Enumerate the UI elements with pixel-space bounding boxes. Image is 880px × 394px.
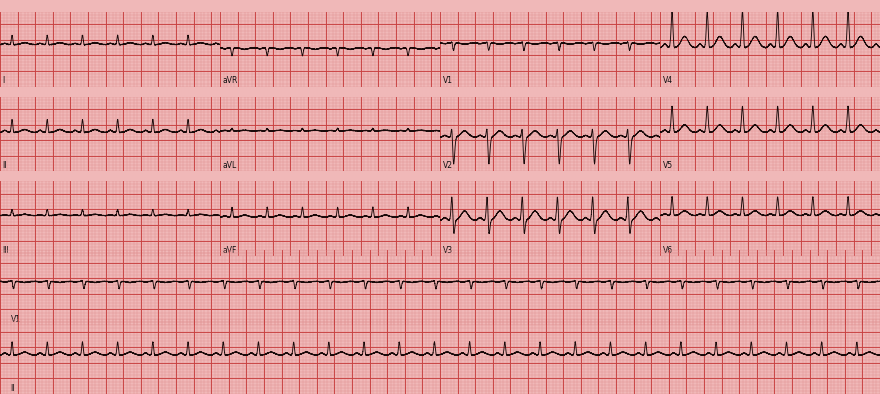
Text: aVF: aVF <box>223 246 237 255</box>
Text: II: II <box>11 384 15 393</box>
Text: III: III <box>3 246 10 255</box>
Text: I: I <box>3 76 5 85</box>
Text: V2: V2 <box>443 161 452 170</box>
Text: V5: V5 <box>663 161 673 170</box>
Text: V4: V4 <box>663 76 673 85</box>
Text: aVR: aVR <box>223 76 238 85</box>
Text: V6: V6 <box>663 246 673 255</box>
Text: V3: V3 <box>443 246 453 255</box>
Text: V1: V1 <box>443 76 452 85</box>
Text: V1: V1 <box>11 315 20 324</box>
Text: aVL: aVL <box>223 161 237 170</box>
Text: II: II <box>3 161 7 170</box>
